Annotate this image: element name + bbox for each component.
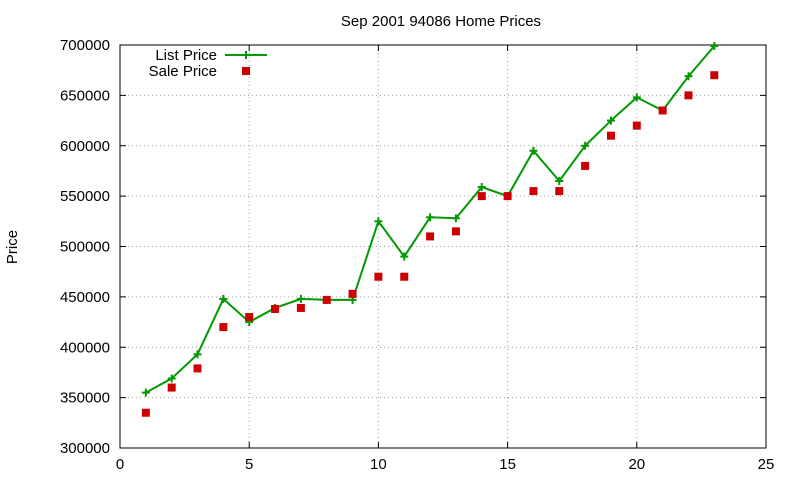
sale-price-point	[451, 227, 460, 236]
list-price-point	[632, 93, 641, 102]
sale-price-point	[503, 192, 512, 201]
sale-price-point	[296, 303, 305, 312]
x-tick-label: 25	[758, 456, 775, 473]
sale-price-point	[348, 289, 357, 298]
y-tick-label: 350000	[60, 390, 110, 407]
list-price-point	[684, 72, 693, 81]
list-price-point	[529, 146, 538, 155]
list-price-point	[451, 214, 460, 223]
series-sale-price	[141, 71, 719, 417]
legend-label: List Price	[155, 47, 217, 64]
x-tick-label: 5	[245, 456, 253, 473]
list-price-point	[219, 294, 228, 303]
x-tick-label: 15	[499, 456, 516, 473]
sale-price-point	[374, 272, 383, 281]
y-tick-label: 300000	[60, 440, 110, 457]
sale-price-point	[219, 323, 228, 332]
list-price-point	[167, 374, 176, 383]
x-tick-label: 10	[370, 456, 387, 473]
sale-price-point	[555, 187, 564, 196]
list-price-point	[141, 388, 150, 397]
y-tick-label: 550000	[60, 188, 110, 205]
list-price-point	[426, 213, 435, 222]
sale-price-point	[606, 131, 615, 140]
sale-price-point	[658, 106, 667, 115]
sale-price-point	[193, 364, 202, 373]
sale-price-point	[167, 383, 176, 392]
list-price-point	[555, 177, 564, 186]
x-tick-label: 20	[628, 456, 645, 473]
legend-square-swatch	[242, 67, 250, 75]
y-tick-label: 600000	[60, 138, 110, 155]
sale-price-point	[426, 232, 435, 241]
y-tick-label: 500000	[60, 239, 110, 256]
sale-price-point	[271, 304, 280, 313]
list-price-point	[296, 294, 305, 303]
list-price-point	[477, 183, 486, 192]
legend-entry: List Price	[155, 47, 267, 64]
y-tick-label: 450000	[60, 289, 110, 306]
sale-price-point	[322, 295, 331, 304]
y-axis-label: Price	[4, 230, 21, 264]
list-price-point	[581, 141, 590, 150]
list-price-point	[710, 42, 719, 51]
tick-labels: 0 5 10 15 20 25 300000 350000 400000 450000 500000…	[60, 37, 774, 473]
sale-price-point	[477, 192, 486, 201]
sale-price-point	[581, 161, 590, 170]
legend-label: Sale Price	[149, 63, 217, 80]
list-price-point	[374, 217, 383, 226]
y-tick-label: 400000	[60, 339, 110, 356]
sale-price-point	[529, 187, 538, 196]
y-tick-label: 650000	[60, 87, 110, 104]
list-price-point	[400, 252, 409, 261]
sale-price-point	[141, 408, 150, 417]
series-list-price	[141, 42, 719, 397]
y-tick-label: 700000	[60, 37, 110, 54]
sale-price-point	[400, 272, 409, 281]
series	[141, 42, 719, 417]
sale-price-point	[632, 121, 641, 130]
sale-price-point	[245, 313, 254, 322]
list-price-point	[193, 350, 202, 359]
chart-title: Sep 2001 94086 Home Prices	[341, 13, 541, 30]
x-tick-label: 0	[116, 456, 124, 473]
list-price-point	[606, 116, 615, 125]
legend-entry: Sale Price	[149, 63, 250, 80]
axes	[119, 44, 767, 449]
sale-price-point	[710, 71, 719, 80]
sale-price-point	[684, 91, 693, 100]
